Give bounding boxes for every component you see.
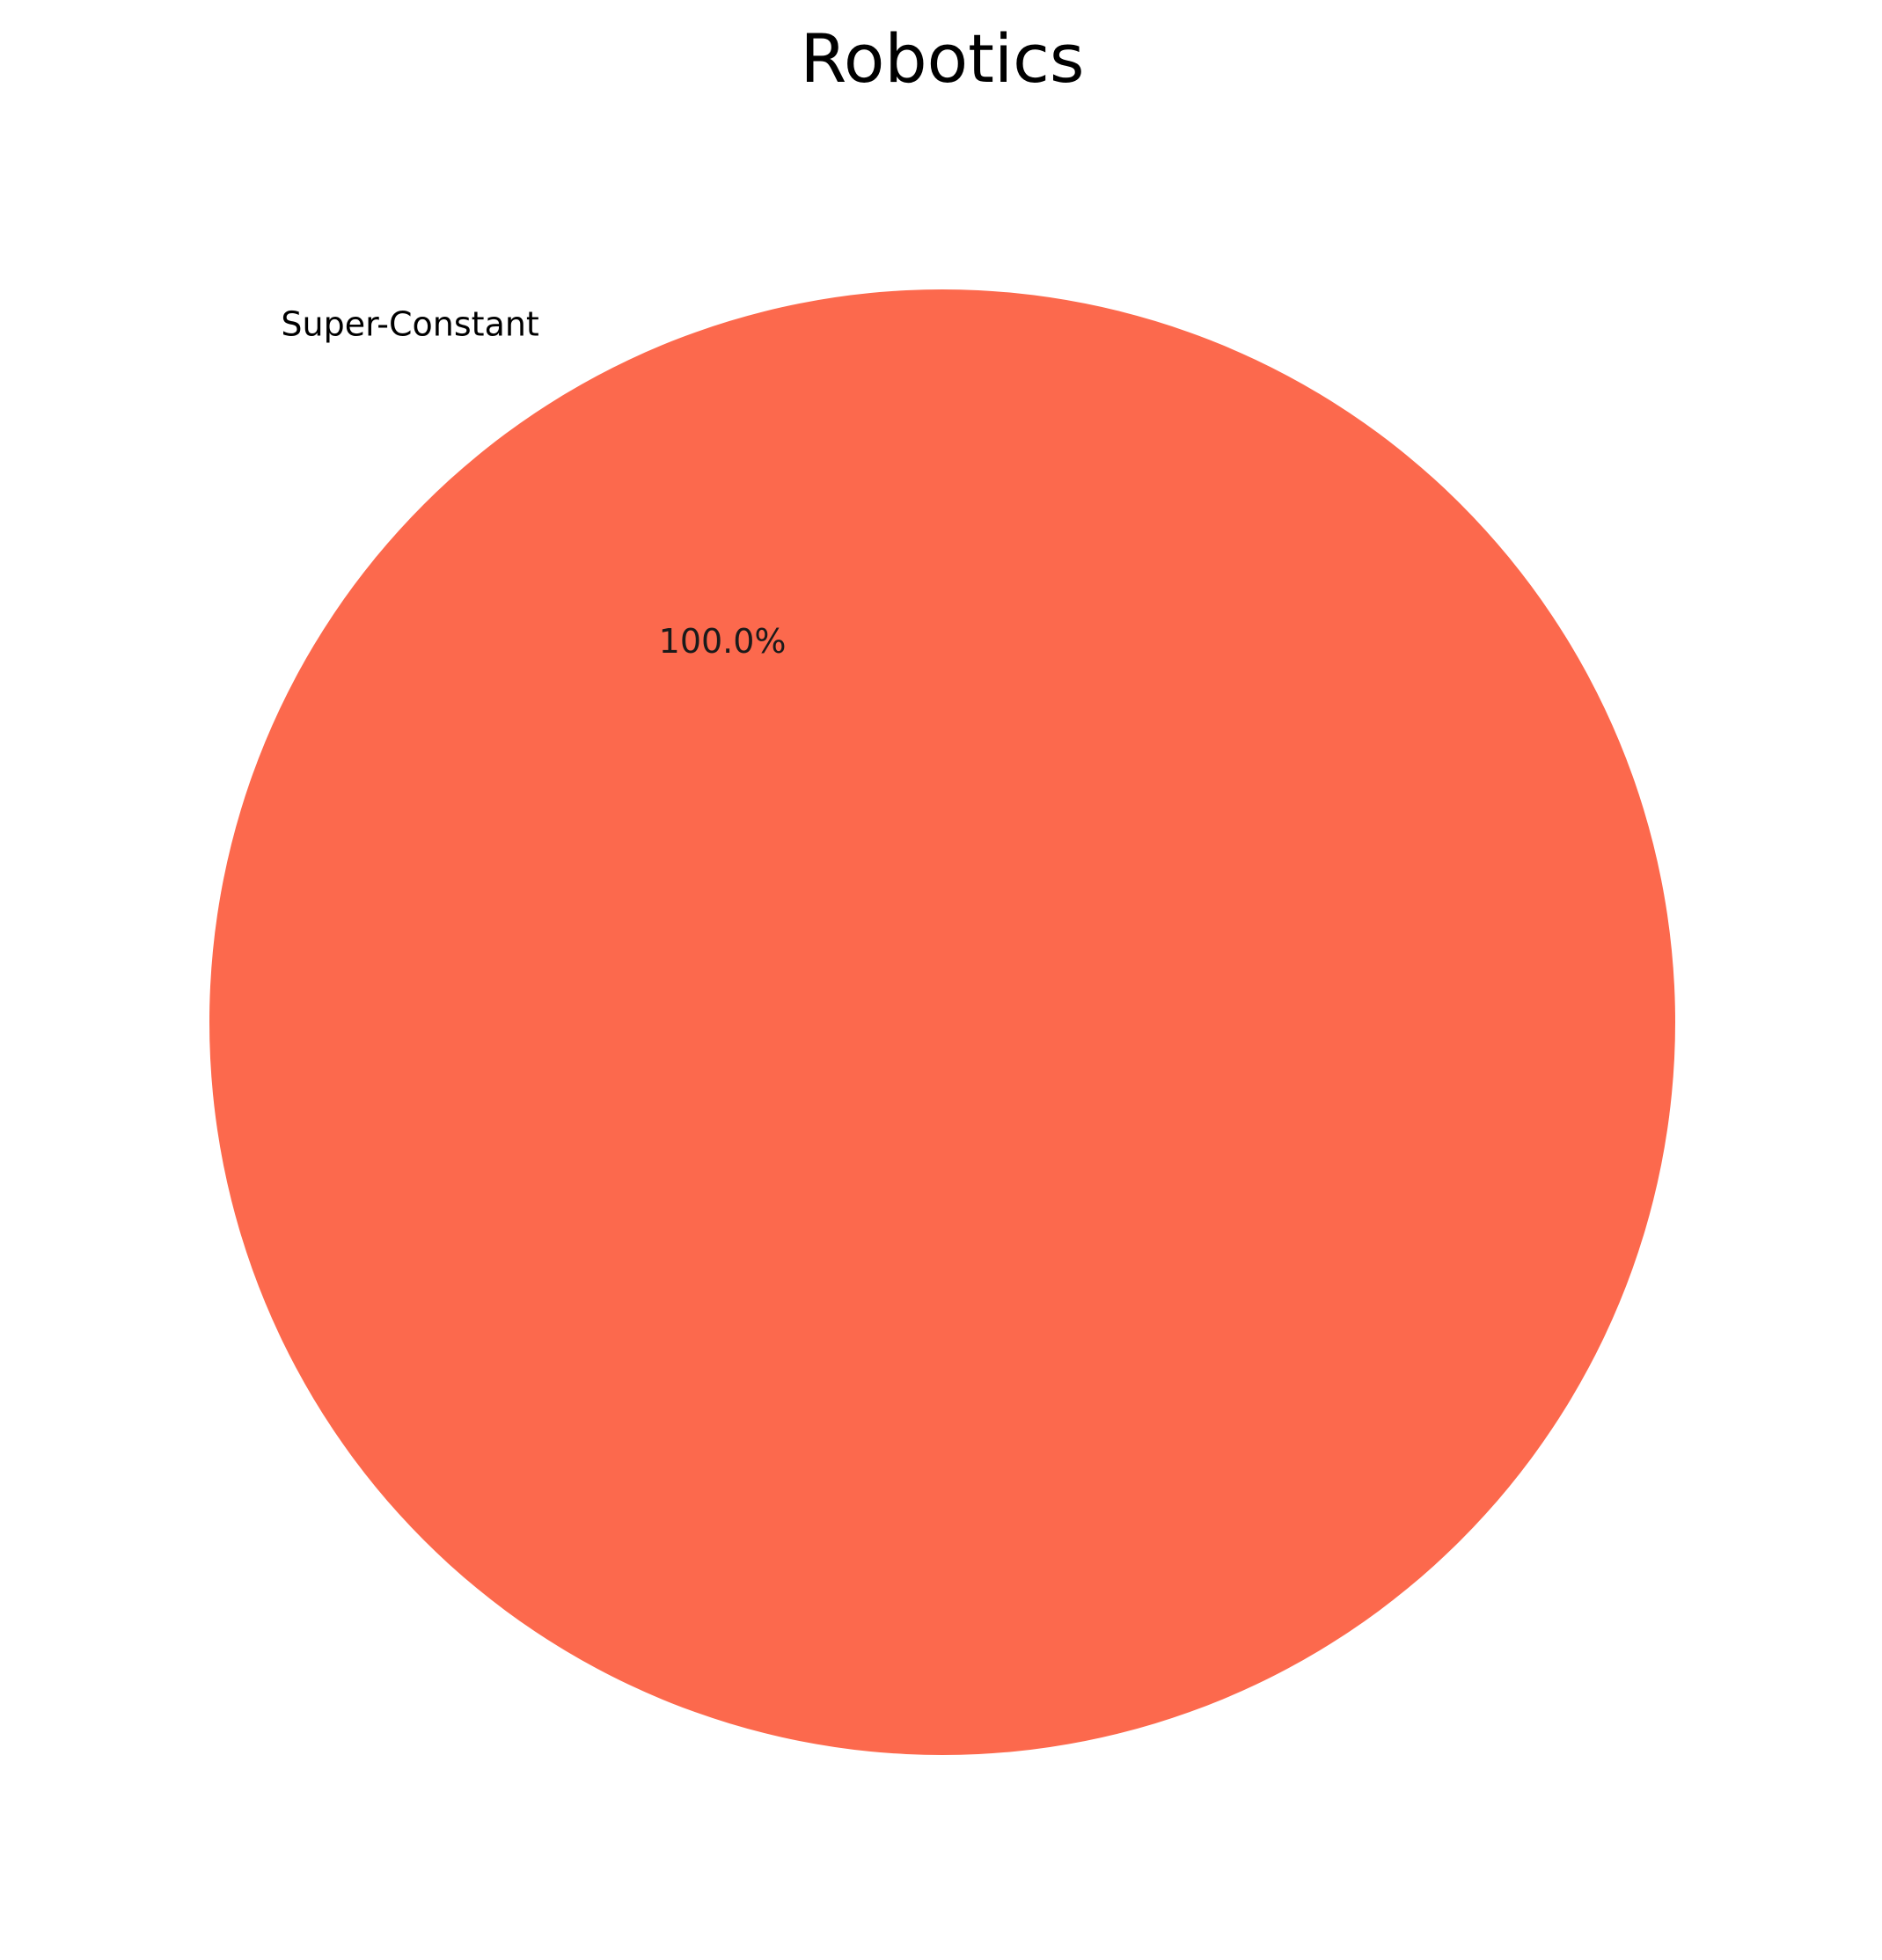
pie-category-label: Super-Constant [281, 304, 538, 343]
pie-labels: 100.0% Super-Constant [281, 304, 786, 661]
pie-percent-label: 100.0% [659, 622, 787, 661]
chart-title: Robotics [801, 19, 1085, 98]
pie-slice-super-constant [209, 289, 1675, 1755]
pie-slices [209, 289, 1675, 1755]
